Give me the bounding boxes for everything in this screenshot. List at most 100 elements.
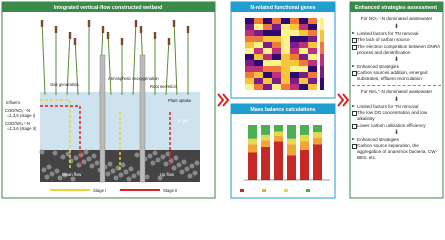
heat-cell <box>290 30 299 36</box>
heat-cell <box>281 84 290 90</box>
bar-segment <box>300 125 309 135</box>
left-title: Integrated vertical-flow constructed wet… <box>54 5 163 11</box>
genes-title: N-related functional genes <box>250 5 315 11</box>
gravel <box>105 171 111 177</box>
heat-cell <box>290 54 299 60</box>
gravel <box>81 159 87 165</box>
heat-cell <box>254 48 263 54</box>
gravel <box>163 161 169 167</box>
heat-cell <box>263 84 272 90</box>
heat-cell <box>254 36 263 42</box>
gravel <box>46 164 52 170</box>
chevron <box>337 93 350 107</box>
colorbar <box>320 78 324 90</box>
gravel <box>144 174 150 180</box>
bar-segment <box>248 125 257 139</box>
heat-cell <box>308 60 317 66</box>
mass-title: Mass balance calculations <box>250 107 315 113</box>
heat-cell <box>254 66 263 72</box>
mass-header <box>231 104 335 114</box>
bar-segment <box>248 152 257 180</box>
gravel <box>118 172 124 178</box>
heat-cell <box>254 84 263 90</box>
section-heading: For NO₃⁻-N dominated wastewater <box>360 16 433 21</box>
heat-cell <box>308 24 317 30</box>
heat-cell <box>299 72 308 78</box>
heat-cell <box>290 60 299 66</box>
gravel <box>152 150 158 156</box>
bar-graphic <box>240 125 330 192</box>
gravel <box>189 163 195 169</box>
bar-segment <box>274 141 283 180</box>
colorbar <box>320 54 324 66</box>
gravel <box>91 153 97 159</box>
heat-cell <box>245 30 254 36</box>
heat-cell <box>308 36 317 42</box>
right-header <box>350 2 443 12</box>
label: Atmospheric reoxygenation <box>108 76 159 81</box>
heat-cell <box>290 42 299 48</box>
gravel <box>187 173 193 179</box>
flow-stage1 <box>40 99 121 170</box>
factor: The low DO concentration and low alkalin… <box>352 110 441 121</box>
strategies-title: Enhanced strategies <box>352 64 441 70</box>
gravel <box>192 170 198 176</box>
heat-cell <box>290 78 299 84</box>
heat-cell <box>245 54 254 60</box>
bar-segment <box>261 134 270 141</box>
gravel <box>147 153 153 159</box>
gravel <box>173 155 179 161</box>
reed-head <box>153 32 157 39</box>
wetland <box>39 19 200 183</box>
gravel <box>49 171 55 177</box>
strategies: For NO₃⁻-N dominated wastewater ⬇ Limited … <box>352 14 441 161</box>
heat-cell <box>272 18 281 24</box>
heat-cell <box>308 72 317 78</box>
factor: The electron competition between DNRA pr… <box>352 44 441 55</box>
bar-segment <box>313 144 322 180</box>
heat-cell <box>308 30 317 36</box>
gravel <box>41 167 47 173</box>
bar-segment <box>287 125 296 139</box>
bar-segment <box>300 134 309 142</box>
heat-cell <box>308 54 317 60</box>
gravel <box>120 162 126 168</box>
reed <box>173 19 178 96</box>
heat-cell <box>299 24 308 30</box>
heat-cell <box>299 54 308 60</box>
label: Gas generation <box>50 82 79 87</box>
reed-head <box>172 20 176 27</box>
arrow: ⬇ <box>393 23 400 30</box>
gravel <box>184 166 190 172</box>
heat-cell <box>245 24 254 30</box>
heat-cell <box>254 72 263 78</box>
heat-cell <box>263 54 272 60</box>
heat-cell <box>263 48 272 54</box>
heat-cell <box>263 72 272 78</box>
gravel <box>52 150 58 156</box>
heat-cell <box>272 30 281 36</box>
graphic: Integrated vertical-flow constructed wet… <box>1 1 444 199</box>
heatmap <box>245 18 324 90</box>
label: COD/NO₃⁻-N <box>5 108 30 113</box>
heat-cell <box>308 48 317 54</box>
heat-cell <box>254 78 263 84</box>
gravel <box>194 160 200 166</box>
chevron <box>217 93 230 107</box>
heat-cell <box>281 66 290 72</box>
heat-cell <box>299 42 308 48</box>
heat-cell <box>290 24 299 30</box>
bar-segment <box>287 144 296 156</box>
bar-segment <box>274 125 283 132</box>
heat-cell <box>263 60 272 66</box>
heat-cell <box>272 36 281 42</box>
arrow: ⬇ <box>393 129 400 136</box>
heat-cell <box>263 78 272 84</box>
heat-cell <box>263 42 272 48</box>
reed <box>74 37 79 96</box>
heat-cell <box>272 66 281 72</box>
heat-cell <box>272 54 281 60</box>
reed-head <box>87 20 91 27</box>
heat-cell <box>263 30 272 36</box>
heat-cell <box>263 36 272 42</box>
